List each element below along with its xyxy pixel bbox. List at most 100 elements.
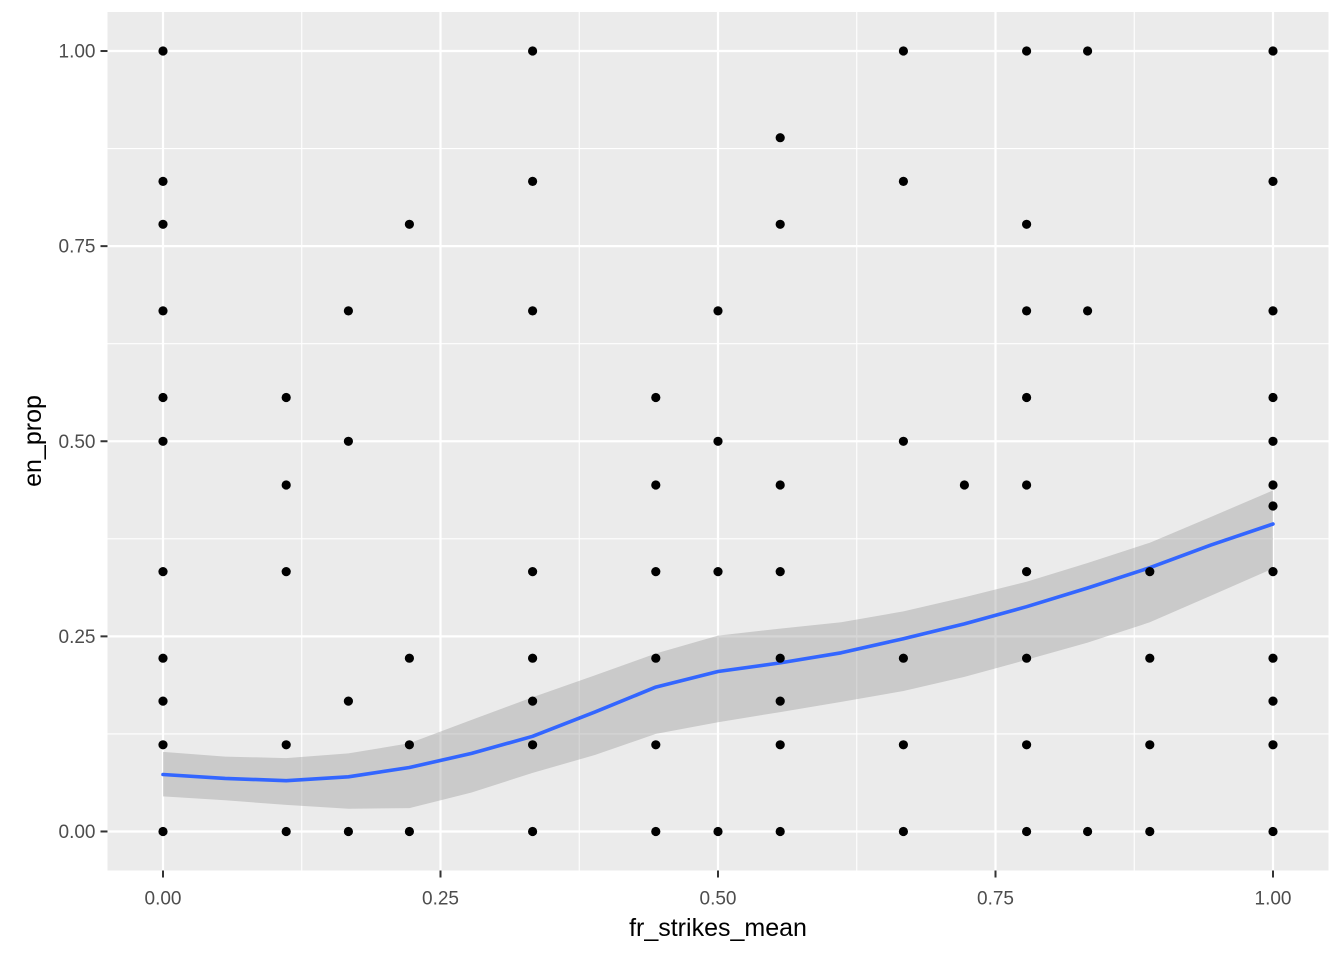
data-point [1268, 653, 1278, 663]
data-point [775, 653, 785, 663]
x-tick-label: 0.00 [145, 889, 182, 910]
smooth-line [161, 522, 1275, 783]
confidence-ribbon [163, 490, 1273, 809]
data-point [1268, 392, 1278, 403]
data-point [1022, 740, 1032, 750]
data-point [713, 567, 723, 577]
data-point [158, 46, 168, 56]
y-tick-label: 0.50 [59, 432, 96, 453]
data-point [528, 46, 538, 56]
data-point [158, 306, 168, 316]
data-point [1022, 567, 1032, 577]
data-point [651, 480, 661, 490]
data-point [775, 133, 785, 143]
data-point [1022, 826, 1032, 837]
data-point [158, 176, 168, 186]
y-tick-label: 0.25 [59, 627, 96, 648]
data-point [1022, 46, 1032, 56]
data-point [1268, 567, 1278, 577]
data-point [158, 826, 168, 837]
data-point [775, 567, 785, 577]
data-point [528, 567, 538, 577]
data-point [898, 176, 909, 186]
data-point [651, 653, 661, 663]
data-point [651, 740, 661, 750]
data-point [1083, 46, 1093, 56]
data-point [1268, 306, 1278, 316]
data-point [158, 392, 168, 403]
data-point [158, 567, 168, 577]
data-point [959, 480, 970, 490]
data-point [343, 696, 353, 706]
data-point [651, 392, 661, 403]
data-point [343, 826, 353, 837]
data-point [713, 436, 723, 446]
x-tick-label: 0.50 [700, 889, 737, 910]
data-point [1022, 653, 1032, 663]
data-point [1268, 740, 1278, 750]
data-point [775, 219, 785, 229]
data-point [404, 653, 414, 663]
data-point [158, 653, 168, 663]
data-point [1268, 826, 1278, 837]
data-point [651, 567, 661, 577]
data-point [158, 740, 168, 750]
data-point [404, 740, 414, 750]
data-point [1083, 306, 1093, 316]
x-tick-label: 0.25 [422, 889, 459, 910]
data-point [404, 826, 414, 837]
data-point [158, 696, 168, 706]
data-point [898, 826, 909, 837]
data-point [1145, 653, 1155, 663]
data-point [1022, 392, 1032, 403]
data-point [898, 740, 909, 750]
data-point [1022, 306, 1032, 316]
data-point [281, 740, 291, 750]
data-point [775, 696, 785, 706]
data-point [1268, 436, 1278, 446]
data-point [1268, 46, 1278, 56]
data-point [281, 567, 291, 577]
x-tick-label: 1.00 [1255, 889, 1292, 910]
y-tick-label: 1.00 [59, 42, 96, 63]
data-point [281, 480, 291, 490]
data-point [343, 436, 353, 446]
x-axis-title: fr_strikes_mean [629, 914, 807, 942]
data-point [898, 436, 909, 446]
data-point [528, 696, 538, 706]
data-point [158, 436, 168, 446]
data-point [1268, 480, 1278, 490]
y-axis-title: en_prop [19, 395, 47, 487]
data-point [775, 480, 785, 490]
data-point [1083, 826, 1093, 837]
y-tick-label: 0.00 [59, 822, 96, 843]
data-point [343, 306, 353, 316]
x-tick-label: 0.75 [977, 889, 1014, 910]
data-point [1268, 176, 1278, 186]
data-point [1268, 696, 1278, 706]
data-point [528, 740, 538, 750]
data-point [1022, 480, 1032, 490]
data-point [1268, 501, 1278, 511]
data-point [775, 826, 785, 837]
y-tick-label: 0.75 [59, 237, 96, 258]
data-point [713, 306, 723, 316]
data-point [404, 219, 414, 229]
data-point [528, 306, 538, 316]
data-point [775, 740, 785, 750]
data-point [898, 653, 909, 663]
data-point [281, 826, 291, 837]
data-point [651, 826, 661, 837]
data-point [1022, 219, 1032, 229]
data-point [1145, 567, 1155, 577]
data-point [158, 219, 168, 229]
data-point [1145, 826, 1155, 837]
data-point [528, 176, 538, 186]
data-point [898, 46, 909, 56]
data-point [713, 826, 723, 837]
data-point [1145, 740, 1155, 750]
data-point [528, 826, 538, 837]
data-point [281, 392, 291, 403]
